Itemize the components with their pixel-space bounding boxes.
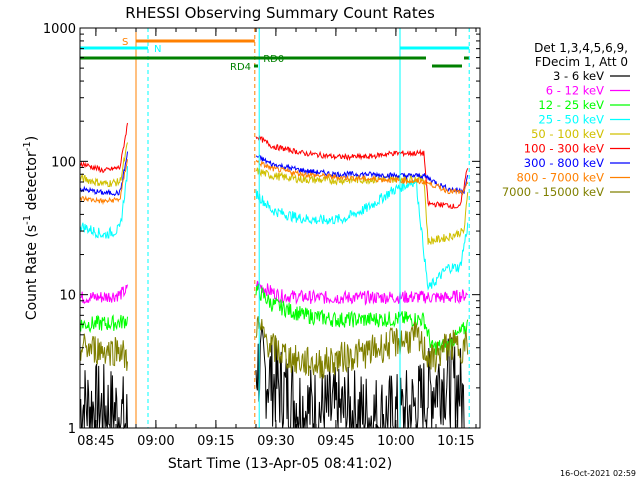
x-tick-label: 09:45: [317, 434, 354, 449]
status-label-s: S: [122, 37, 128, 48]
legend-label-300-800keV: 300 - 800 keV: [524, 156, 604, 170]
y-tick-label: 1: [68, 422, 76, 437]
x-tick-label: 09:30: [257, 434, 294, 449]
y-tick-label: 10: [59, 289, 76, 304]
series-line-100-300keV: [79, 122, 128, 174]
legend-label-12-25keV: 12 - 25 keV: [538, 98, 604, 112]
series-line-300-800keV: [255, 154, 469, 195]
legend: Det 1,3,4,5,6,9, FDecim 1, Att 0 3 - 6 k…: [502, 41, 630, 199]
legend-label-6-12keV: 6 - 12 keV: [546, 84, 604, 98]
x-axis-label: Start Time (13-Apr-05 08:41:02): [168, 456, 392, 472]
status-bars: S N RD0 RD4: [80, 37, 470, 73]
y-tick-label: 1000: [43, 22, 76, 37]
series-line-800-7000keV: [79, 159, 128, 206]
legend-label-3-6keV: 3 - 6 keV: [553, 69, 604, 83]
legend-title-line-2: FDecim 1, Att 0: [535, 55, 628, 69]
x-axis-ticks: 08:45 09:00 09:15 09:30 09:45 10:00 10:15: [77, 28, 477, 449]
y-label-end: ): [24, 136, 40, 141]
x-tick-label: 08:45: [77, 434, 114, 449]
series-line-100-300keV: [255, 135, 469, 209]
series-line-12-25keV: [79, 314, 128, 334]
series-line-25-50keV: [255, 177, 469, 291]
chart-title: RHESSI Observing Summary Count Rates: [125, 4, 435, 22]
series-line-300-800keV: [79, 151, 128, 197]
series-line-3-6keV: [255, 326, 468, 430]
status-label-rd4: RD4: [230, 62, 251, 73]
y-axis-label: Count Rate (s-1 detector-1): [22, 136, 40, 320]
legend-label-100-300keV: 100 - 300 keV: [524, 142, 604, 156]
legend-label-25-50keV: 25 - 50 keV: [538, 113, 604, 127]
series-line-6-12keV: [79, 284, 128, 305]
series-line-12-25keV: [255, 283, 469, 355]
series-line-800-7000keV: [255, 159, 469, 196]
status-label-rd0: RD0: [263, 54, 284, 65]
x-tick-label: 10:00: [377, 434, 414, 449]
footer-timestamp: 16-Oct-2021 02:59: [560, 469, 636, 478]
y-label-mid: detector: [24, 151, 40, 215]
series-line-50-100keV: [255, 167, 469, 245]
series-layer: [79, 122, 469, 430]
status-label-n: N: [154, 44, 161, 55]
y-label-sup1: -1: [22, 215, 33, 225]
legend-label-7000-15000keV: 7000 - 15000 keV: [502, 185, 604, 199]
series-line-7000-15000keV: [255, 316, 469, 381]
y-label-main: Count Rate (s: [24, 225, 40, 320]
series-line-25-50keV: [79, 166, 128, 239]
legend-title-line-1: Det 1,3,4,5,6,9,: [534, 41, 628, 55]
y-axis-ticks: 1 10 100 1000: [43, 22, 480, 437]
series-line-7000-15000keV: [79, 333, 128, 371]
y-label-sup2: -1: [22, 141, 33, 151]
legend-label-800-7000keV: 800 - 7000 keV: [516, 171, 604, 185]
plot-border: [79, 27, 481, 429]
series-line-6-12keV: [255, 280, 469, 306]
vertical-markers: [135, 28, 470, 428]
series-line-50-100keV: [79, 142, 128, 188]
legend-label-50-100keV: 50 - 100 keV: [531, 127, 604, 141]
y-tick-label: 100: [51, 155, 76, 170]
x-tick-label: 09:00: [137, 434, 174, 449]
x-tick-label: 09:15: [197, 434, 234, 449]
plot-frame: [79, 27, 481, 429]
x-tick-label: 10:15: [437, 434, 474, 449]
